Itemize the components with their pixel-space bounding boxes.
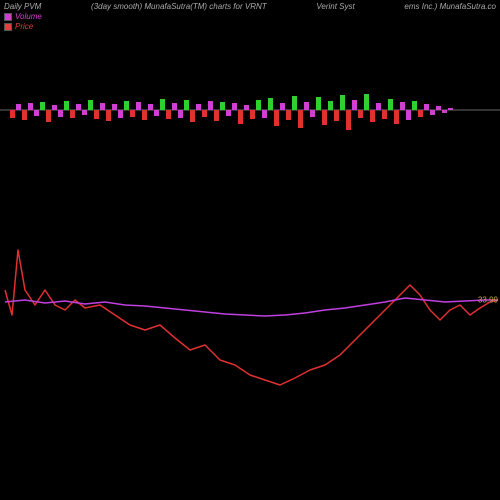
legend-label: Volume: [15, 12, 42, 21]
price-chart: 33.99: [0, 230, 500, 430]
header-center-right: Verint Syst: [316, 2, 354, 11]
legend-swatch: [4, 13, 12, 21]
header-right: ems Inc.) MunafaSutra.co: [404, 2, 496, 11]
price-axis-label: 33.99: [478, 296, 498, 305]
legend-item-price: Price: [4, 22, 42, 31]
header-center-left: (3day smooth) MunafaSutra(TM) charts for…: [91, 2, 267, 11]
legend-item-volume: Volume: [4, 12, 42, 21]
legend: Volume Price: [4, 12, 42, 32]
header-left: Daily PVM: [4, 2, 41, 11]
legend-label: Price: [15, 22, 33, 31]
legend-swatch: [4, 23, 12, 31]
chart-header: Daily PVM (3day smooth) MunafaSutra(TM) …: [0, 0, 500, 13]
volume-chart: [0, 80, 500, 140]
